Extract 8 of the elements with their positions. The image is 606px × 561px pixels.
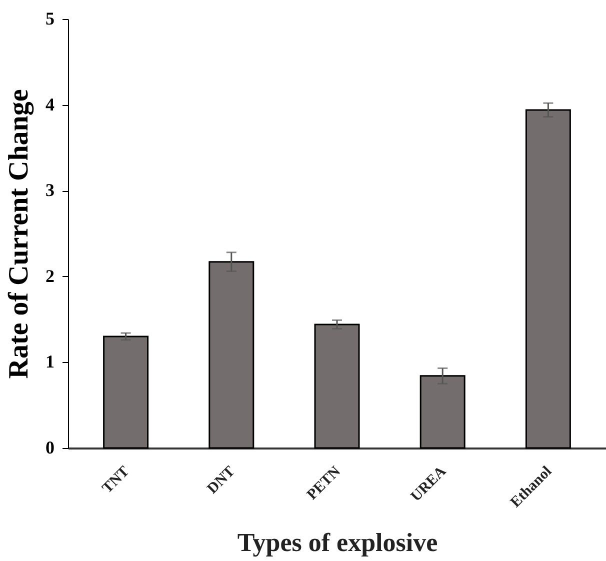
- y-tick-label: 0: [46, 438, 54, 458]
- y-tick-label: 3: [46, 180, 54, 200]
- y-axis-title: Rate of Current Change: [4, 89, 34, 379]
- y-tick-label: 1: [46, 352, 54, 372]
- y-tick-label: 2: [46, 266, 54, 286]
- x-axis-title: Types of explosive: [237, 528, 438, 558]
- y-tick-label: 5: [46, 8, 54, 28]
- y-tick-label: 4: [46, 94, 54, 114]
